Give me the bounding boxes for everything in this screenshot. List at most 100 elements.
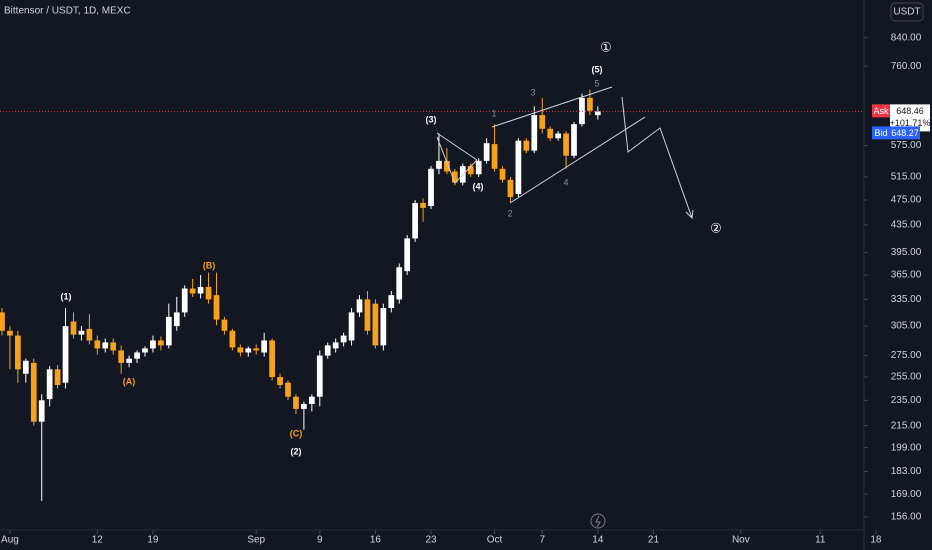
candle-body xyxy=(221,319,228,331)
ask-label: Ask xyxy=(873,106,889,116)
wave-label: ① xyxy=(600,39,612,54)
candle-body xyxy=(579,97,585,125)
candle-body xyxy=(62,326,69,383)
candle-body xyxy=(356,299,363,313)
candle-body xyxy=(189,288,196,294)
candle-body xyxy=(547,128,554,139)
plot xyxy=(0,89,601,501)
x-tick-label: Aug xyxy=(1,535,19,546)
candle-body xyxy=(571,124,577,156)
wave-label: 1 xyxy=(491,108,496,118)
candle-body xyxy=(94,340,101,349)
candle-body xyxy=(158,340,164,346)
candle-body xyxy=(444,160,450,172)
candle-body xyxy=(102,342,109,349)
candle-body xyxy=(340,335,347,343)
wedge xyxy=(491,86,646,204)
y-tick-label: 305.00 xyxy=(891,321,922,332)
wave-label: ② xyxy=(710,220,722,235)
y-tick-label: 365.00 xyxy=(891,270,922,281)
y-tick-label: 435.00 xyxy=(891,220,922,231)
bid-value: 648.27 xyxy=(891,128,919,138)
candle-body xyxy=(523,140,530,151)
candle-body xyxy=(396,267,403,300)
wave-label: 5 xyxy=(594,78,599,88)
candle-body xyxy=(428,168,434,207)
wave-label: 2 xyxy=(507,208,512,218)
wave-label: (2) xyxy=(291,446,302,456)
event-icon[interactable] xyxy=(590,513,606,529)
candle-body xyxy=(15,335,21,370)
candle-body xyxy=(451,171,458,183)
candle-body xyxy=(253,348,260,351)
x-tick-label: 14 xyxy=(592,535,604,546)
wave-label: 4 xyxy=(563,177,568,187)
candle-body xyxy=(150,340,156,349)
x-tick-label: 23 xyxy=(425,535,437,546)
x-tick-label: Nov xyxy=(732,535,750,546)
bid-box xyxy=(872,126,890,140)
y-tick-label: 156.00 xyxy=(891,512,922,523)
candle-body xyxy=(213,295,220,320)
y-tick-label: 199.00 xyxy=(891,442,922,453)
candle-body xyxy=(531,115,538,151)
y-tick-label: 515.00 xyxy=(891,172,922,183)
candle-body xyxy=(499,168,506,180)
x-tick-label: Oct xyxy=(487,535,503,546)
projection xyxy=(621,96,694,220)
candle-body xyxy=(197,286,204,294)
candle-body xyxy=(507,179,514,198)
candle-body xyxy=(30,362,37,422)
wave-label: (C) xyxy=(290,428,303,438)
y-tick-label: 215.00 xyxy=(891,420,922,431)
y-tick-label: 235.00 xyxy=(891,395,922,406)
ask-box xyxy=(872,104,890,118)
candle-body xyxy=(420,202,426,208)
y-tick-label: 840.00 xyxy=(891,32,922,43)
currency-button[interactable] xyxy=(890,2,924,22)
candle-body xyxy=(364,299,371,331)
candle-body xyxy=(293,396,299,409)
x-tick-label: Sep xyxy=(247,535,265,546)
candle-body xyxy=(181,288,188,313)
wave-label: (5) xyxy=(592,64,603,74)
candle-body xyxy=(22,360,29,374)
wave-label: (3) xyxy=(426,114,437,124)
currency-label[interactable]: USDT xyxy=(893,7,920,18)
x-tick-label: 21 xyxy=(648,535,660,546)
y-tick-label: 760.00 xyxy=(891,61,922,72)
candle-body xyxy=(483,143,490,161)
candle-body xyxy=(78,330,85,335)
wave-label: (A) xyxy=(123,376,136,386)
x-tick-label: 7 xyxy=(539,535,545,546)
x-tick-label: 18 xyxy=(870,535,882,546)
candle-body xyxy=(229,330,236,348)
x-tick-label: 16 xyxy=(370,535,382,546)
x-tick-label: 9 xyxy=(317,535,323,546)
candle-body xyxy=(324,345,331,356)
candle-body xyxy=(316,355,323,397)
candle-body xyxy=(269,340,275,378)
candle-body xyxy=(467,166,474,175)
ask-value: 648.46 xyxy=(896,106,924,116)
candle-body xyxy=(491,144,498,169)
candle-body xyxy=(301,403,307,409)
candle-body xyxy=(54,369,61,385)
candle-body xyxy=(594,111,601,116)
candle-body xyxy=(436,160,442,169)
candle-body xyxy=(110,342,117,351)
y-tick-label: 169.00 xyxy=(891,489,922,500)
candle-body xyxy=(0,312,5,331)
candle-body xyxy=(285,382,291,397)
candle-body xyxy=(277,377,283,385)
candle-body xyxy=(261,340,268,353)
candle-body xyxy=(372,303,379,346)
y-tick-label: 183.00 xyxy=(891,466,922,477)
candle-body xyxy=(118,350,125,363)
chart-title: Bittensor / USDT, 1D, MEXC xyxy=(4,6,131,17)
candle-body xyxy=(388,295,395,309)
candle-body xyxy=(587,97,593,111)
y-tick-label: 575.00 xyxy=(891,140,922,151)
